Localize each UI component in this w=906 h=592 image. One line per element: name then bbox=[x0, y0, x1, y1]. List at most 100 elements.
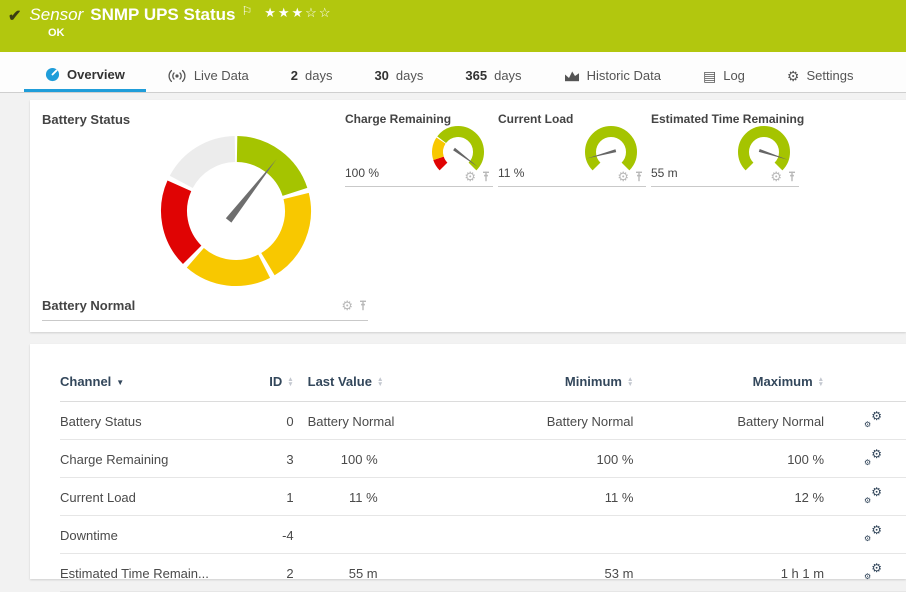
channel-actions-cell: ⚙ ⚙ bbox=[824, 515, 906, 554]
flag-icon[interactable]: ⚐ bbox=[241, 4, 253, 18]
channel-gear-icon[interactable]: ⚙ bbox=[770, 169, 782, 184]
maximum-cell: 12 % bbox=[633, 477, 825, 516]
charge-remaining-gauge bbox=[432, 126, 484, 171]
channel-actions-cell: ⚙ ⚙ bbox=[824, 477, 906, 516]
channel-actions-cell: ⚙ ⚙ bbox=[824, 439, 906, 478]
tab-live-data[interactable]: Live Data bbox=[146, 59, 270, 92]
gauge-icon bbox=[45, 67, 60, 81]
object-kind-label: Sensor bbox=[29, 5, 84, 24]
maximum-cell: Battery Normal bbox=[633, 401, 825, 440]
estimated-time-gauge bbox=[738, 126, 790, 171]
pin-icon[interactable] bbox=[787, 171, 797, 183]
last-value-cell: 11 % bbox=[293, 477, 467, 516]
tab-365-days[interactable]: 365 days bbox=[444, 59, 542, 92]
tab-historic-data[interactable]: Historic Data bbox=[543, 59, 682, 92]
tab-bar: Overview Live Data 2 days 30 days 365 da… bbox=[0, 52, 906, 93]
column-header-id[interactable]: ID ▲ ▼ bbox=[240, 374, 294, 402]
channel-id-cell: 1 bbox=[240, 477, 294, 516]
tab-number: 365 bbox=[465, 68, 488, 83]
channel-id-cell: 0 bbox=[240, 401, 294, 440]
column-header-actions bbox=[824, 374, 906, 402]
log-icon: ▤ bbox=[702, 67, 717, 84]
maximum-cell bbox=[633, 515, 825, 554]
channel-name-cell[interactable]: Battery Status bbox=[60, 401, 241, 440]
live-data-icon bbox=[168, 69, 186, 82]
mini-gauge-title: Estimated Time Remaining bbox=[651, 112, 805, 126]
tab-label: Live Data bbox=[193, 68, 249, 83]
column-header-maximum[interactable]: Maximum ▲ ▼ bbox=[633, 374, 825, 402]
column-label: Minimum bbox=[564, 374, 622, 389]
last-value-cell bbox=[293, 515, 467, 554]
mini-gauge-estimated-time: Estimated Time Remaining 55 m ⚙ bbox=[651, 112, 804, 187]
channel-actions-cell: ⚙ ⚙ bbox=[824, 553, 906, 592]
tab-label: days bbox=[395, 68, 424, 83]
table-row: Battery Status 0 Battery Normal Battery Nor… bbox=[60, 401, 906, 440]
column-label: Channel bbox=[60, 374, 112, 389]
last-value: 100 % bbox=[340, 451, 378, 467]
channel-name-cell[interactable]: Current Load bbox=[60, 477, 241, 516]
sort-icon: ▲ ▼ bbox=[817, 375, 825, 388]
channel-name-cell[interactable]: Charge Remaining bbox=[60, 439, 241, 478]
pin-icon[interactable] bbox=[481, 171, 491, 183]
gauges-panel: Battery Status Battery Normal ⚙ Charge R… bbox=[30, 100, 906, 332]
tab-2-days[interactable]: 2 days bbox=[270, 59, 354, 92]
channel-settings-gears-icon[interactable]: ⚙ ⚙ bbox=[864, 409, 882, 429]
minimum-cell: 100 % bbox=[466, 439, 634, 478]
sort-desc-icon: ▼ bbox=[116, 378, 125, 387]
tab-label: days bbox=[494, 68, 522, 83]
sort-icon: ▲ ▼ bbox=[626, 375, 634, 388]
table-row: Current Load 1 11 % 11 % 12 % ⚙ ⚙ bbox=[60, 477, 906, 516]
pin-icon[interactable] bbox=[634, 171, 644, 183]
sort-icon: ▲ ▼ bbox=[376, 375, 384, 388]
battery-status-value: Battery Normal bbox=[42, 298, 136, 313]
tab-overview[interactable]: Overview bbox=[24, 59, 146, 92]
channel-gear-icon[interactable]: ⚙ bbox=[617, 169, 629, 184]
tab-30-days[interactable]: 30 days bbox=[353, 59, 444, 92]
tab-log[interactable]: ▤ Log bbox=[682, 59, 766, 92]
minimum-cell: 53 m bbox=[466, 553, 634, 592]
table-row: Charge Remaining 3 100 % 100 % 100 % ⚙ ⚙ bbox=[60, 439, 906, 478]
minimum-cell: Battery Normal bbox=[466, 401, 634, 440]
mini-gauge-value: 55 m bbox=[651, 166, 678, 180]
tab-settings[interactable]: ⚙ Settings bbox=[766, 59, 875, 92]
last-value-cell: 55 m bbox=[293, 553, 467, 592]
column-label: ID bbox=[269, 374, 283, 389]
mini-gauge-current-load: Current Load 11 % ⚙ bbox=[498, 112, 646, 187]
tab-label: Overview bbox=[67, 66, 125, 82]
column-header-channel[interactable]: Channel ▼ bbox=[60, 374, 241, 402]
channel-id-cell: 2 bbox=[240, 553, 294, 592]
pin-icon[interactable] bbox=[358, 300, 368, 312]
channel-settings-gears-icon[interactable]: ⚙ ⚙ bbox=[864, 485, 882, 505]
mini-gauge-charge-remaining: Charge Remaining 100 % ⚙ bbox=[345, 112, 493, 187]
mini-gauge-value: 11 % bbox=[498, 166, 525, 180]
maximum-cell: 1 h 1 m bbox=[633, 553, 825, 592]
tab-number: 2 bbox=[290, 68, 298, 83]
sensor-header: ✔ Sensor SNMP UPS Status ⚐ ★★★☆☆ OK bbox=[0, 0, 906, 52]
area-chart-icon bbox=[564, 71, 579, 82]
column-header-minimum[interactable]: Minimum ▲ ▼ bbox=[466, 374, 634, 402]
status-check-icon: ✔ bbox=[8, 8, 22, 25]
battery-status-gauge bbox=[161, 136, 311, 286]
channel-table: Channel ▼ ID ▲ ▼ Last Value ▲ ▼ Minimum ▲ ▼ Max… bbox=[60, 374, 906, 592]
channel-settings-gears-icon[interactable]: ⚙ ⚙ bbox=[864, 447, 882, 467]
gear-icon: ⚙ bbox=[786, 67, 800, 84]
priority-stars[interactable]: ★★★☆☆ bbox=[264, 5, 333, 20]
channels-panel: Channel ▼ ID ▲ ▼ Last Value ▲ ▼ Minimum ▲ ▼ Max… bbox=[30, 344, 906, 592]
last-value-cell: Battery Normal bbox=[293, 401, 467, 440]
column-header-last-value[interactable]: Last Value ▲ ▼ bbox=[293, 374, 467, 402]
channel-name-cell[interactable]: Downtime bbox=[60, 515, 241, 554]
channel-gear-icon[interactable]: ⚙ bbox=[341, 298, 353, 313]
channel-gear-icon[interactable]: ⚙ bbox=[464, 169, 476, 184]
channel-settings-gears-icon[interactable]: ⚙ ⚙ bbox=[864, 523, 882, 543]
channel-id-cell: -4 bbox=[240, 515, 294, 554]
status-badge: OK bbox=[48, 27, 65, 39]
maximum-cell: 100 % bbox=[633, 439, 825, 478]
mini-gauge-title: Current Load bbox=[498, 112, 574, 126]
last-value-cell: 100 % bbox=[293, 439, 467, 478]
minimum-cell: 11 % bbox=[466, 477, 634, 516]
column-label: Last Value bbox=[307, 374, 372, 389]
channel-settings-gears-icon[interactable]: ⚙ ⚙ bbox=[864, 561, 882, 581]
channel-id-cell: 3 bbox=[240, 439, 294, 478]
channel-name-cell[interactable]: Estimated Time Remain... bbox=[60, 553, 241, 592]
